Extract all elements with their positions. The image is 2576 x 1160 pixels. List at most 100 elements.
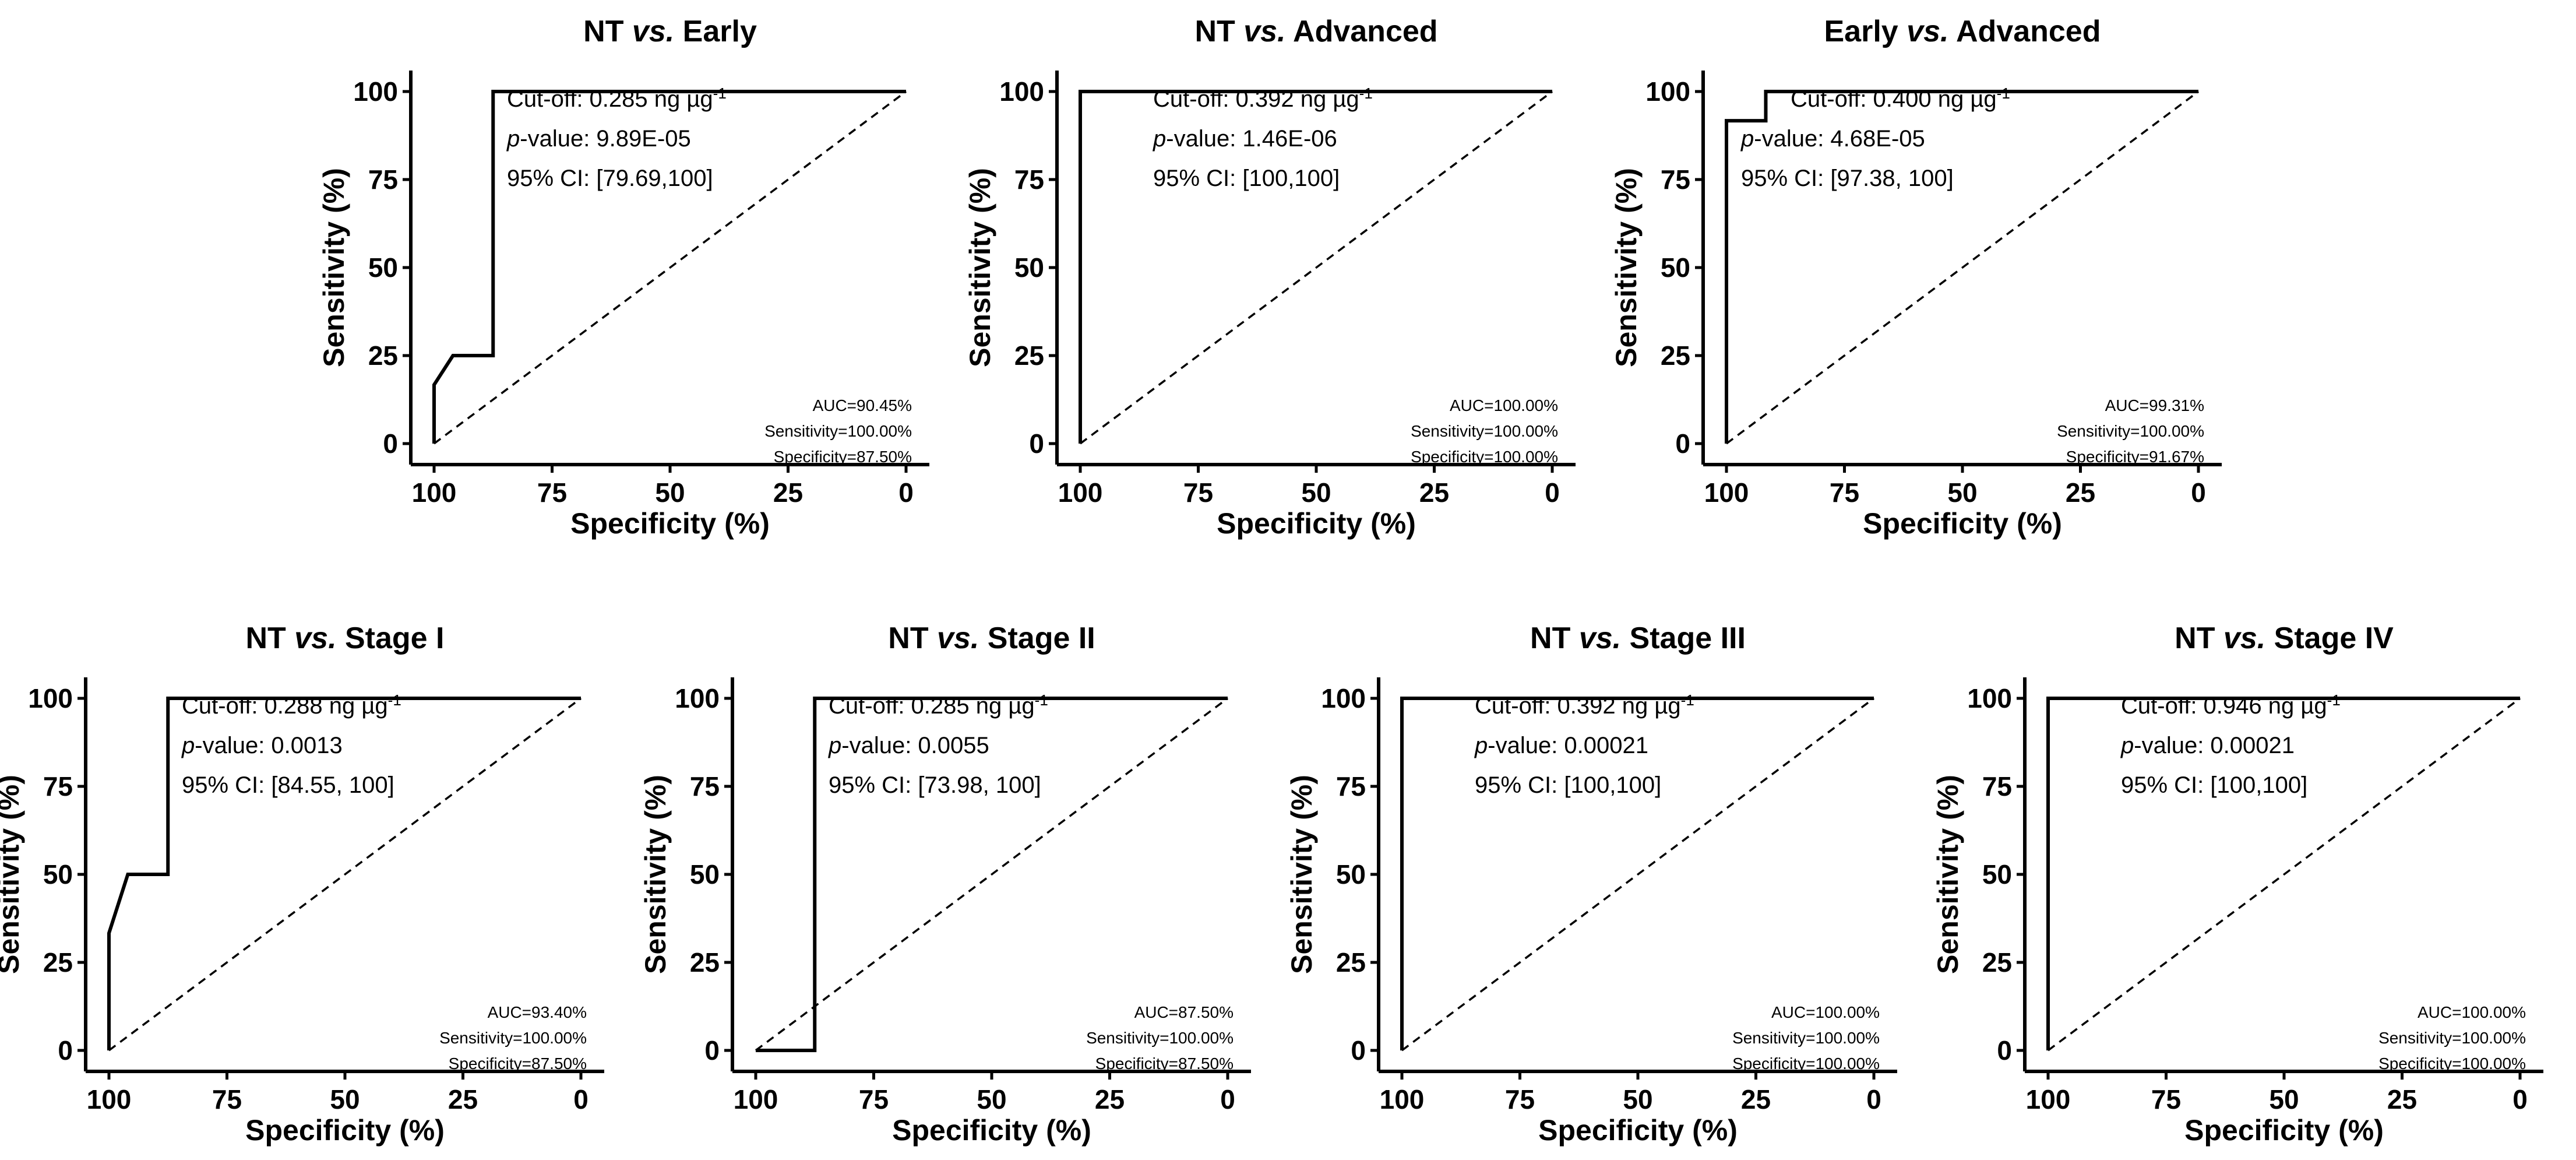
panel-title-part: NT bbox=[2175, 621, 2223, 655]
x-tick-label: 75 bbox=[1505, 1084, 1535, 1115]
roc-panel-7: NT vs. Stage IV 0 25 50 75 100 100 75 50 25 0 Speci… bbox=[1932, 621, 2543, 1147]
x-tick-label: 0 bbox=[1220, 1084, 1235, 1115]
y-axis-label: Sensitivity (%) bbox=[964, 168, 996, 367]
x-tick-label: 50 bbox=[330, 1084, 360, 1115]
cutoff-annotation: Cut-off: 0.392 ng µg-1 bbox=[1153, 85, 1373, 112]
stat-line: Specificity=87.50% bbox=[774, 448, 912, 466]
y-tick-label: 75 bbox=[1336, 771, 1366, 802]
x-tick-label: 0 bbox=[573, 1084, 589, 1115]
panel-title-vs: vs. bbox=[294, 621, 336, 655]
p-value-annotation: p-value: 0.0055 bbox=[828, 733, 989, 758]
panel-title-part: Early bbox=[674, 15, 757, 48]
reference-diagonal bbox=[108, 697, 582, 1052]
y-tick-label: 0 bbox=[1675, 428, 1690, 459]
x-tick-label: 25 bbox=[2066, 477, 2095, 508]
stat-line: Sensitivity=100.00% bbox=[439, 1029, 587, 1047]
cutoff-exponent: -1 bbox=[1681, 691, 1694, 709]
y-tick-label: 50 bbox=[690, 859, 720, 890]
cutoff-label: Cut-off: bbox=[2121, 693, 2204, 719]
x-tick-label: 0 bbox=[898, 477, 914, 508]
cutoff-exponent: -1 bbox=[388, 691, 401, 709]
cutoff-value: 0.400 ng µg bbox=[1873, 86, 1997, 112]
y-tick-label: 25 bbox=[43, 947, 73, 978]
cutoff-annotation: Cut-off: 0.288 ng µg-1 bbox=[182, 691, 401, 719]
stat-line: Sensitivity=100.00% bbox=[1732, 1029, 1880, 1047]
y-tick-label: 25 bbox=[690, 947, 720, 978]
x-tick-label: 50 bbox=[1301, 477, 1331, 508]
cutoff-exponent: -1 bbox=[1359, 85, 1373, 102]
panel-title-part: NT bbox=[1530, 621, 1579, 655]
panel-title-vs: vs. bbox=[2223, 621, 2265, 655]
x-tick-label: 100 bbox=[87, 1084, 132, 1115]
p-value: -value: 0.0013 bbox=[195, 733, 343, 758]
panel-title-part: Advanced bbox=[1286, 15, 1438, 48]
stat-line: Sensitivity=100.00% bbox=[1411, 422, 1558, 440]
cutoff-annotation: Cut-off: 0.392 ng µg-1 bbox=[1475, 691, 1694, 719]
cutoff-exponent: -1 bbox=[713, 85, 727, 102]
x-tick-label: 100 bbox=[2026, 1084, 2071, 1115]
x-tick-label: 50 bbox=[977, 1084, 1006, 1115]
roc-curve bbox=[2046, 697, 2520, 1050]
cutoff-annotation: Cut-off: 0.946 ng µg-1 bbox=[2121, 691, 2341, 719]
p-value-annotation: p-value: 0.00021 bbox=[2120, 733, 2295, 758]
y-tick-label: 25 bbox=[368, 340, 398, 371]
x-tick-label: 0 bbox=[2512, 1084, 2528, 1115]
y-tick-label: 75 bbox=[1982, 771, 2012, 802]
ci-annotation: 95% CI: [73.98, 100] bbox=[829, 772, 1041, 798]
y-tick-label: 50 bbox=[1661, 252, 1690, 283]
y-tick-label: 0 bbox=[704, 1035, 720, 1066]
roc-curve bbox=[1079, 90, 1552, 444]
panel-title-part: Early bbox=[1824, 15, 1907, 48]
y-tick-label: 100 bbox=[28, 683, 73, 713]
y-tick-label: 50 bbox=[1982, 859, 2012, 890]
x-axis-label: Specificity (%) bbox=[1863, 507, 2062, 540]
x-tick-label: 25 bbox=[1419, 477, 1449, 508]
stat-line: AUC=100.00% bbox=[1450, 396, 1558, 414]
x-tick-label: 50 bbox=[2269, 1084, 2299, 1115]
x-axis-label: Specificity (%) bbox=[245, 1114, 445, 1147]
stat-line: AUC=87.50% bbox=[1134, 1003, 1234, 1021]
ci-annotation: 95% CI: [84.55, 100] bbox=[182, 772, 394, 798]
cutoff-value: 0.285 ng µg bbox=[911, 693, 1035, 719]
y-tick-label: 0 bbox=[383, 428, 398, 459]
cutoff-label: Cut-off: bbox=[507, 86, 590, 112]
x-tick-label: 100 bbox=[1380, 1084, 1425, 1115]
y-axis-label: Sensitivity (%) bbox=[1932, 775, 1964, 974]
cutoff-exponent: -1 bbox=[2327, 691, 2341, 709]
x-tick-label: 50 bbox=[1623, 1084, 1652, 1115]
x-tick-label: 50 bbox=[655, 477, 685, 508]
panel-title-vs: vs. bbox=[1907, 15, 1948, 48]
x-tick-label: 25 bbox=[2387, 1084, 2417, 1115]
y-axis-label: Sensitivity (%) bbox=[1610, 168, 1643, 367]
roc-panel-5: NT vs. Stage II 0 25 50 75 100 100 75 50 25 0 Speci… bbox=[639, 621, 1251, 1147]
stat-line: AUC=100.00% bbox=[2418, 1003, 2526, 1021]
y-tick-label: 100 bbox=[1645, 76, 1690, 107]
panel-title: Early vs. Advanced bbox=[1824, 15, 2101, 48]
roc-curve bbox=[432, 90, 906, 444]
panel-title-part: Stage IV bbox=[2265, 621, 2394, 655]
cutoff-exponent: -1 bbox=[1997, 85, 2010, 102]
panel-title-part: Advanced bbox=[1948, 15, 2101, 48]
roc-panel-3: Early vs. Advanced 0 25 50 75 100 100 75 50 25 0 Sp… bbox=[1610, 15, 2222, 540]
roc-curve bbox=[107, 697, 581, 1050]
roc-curve bbox=[1725, 90, 2198, 444]
y-tick-label: 0 bbox=[1997, 1035, 2012, 1066]
x-tick-label: 25 bbox=[773, 477, 803, 508]
roc-panel-6: NT vs. Stage III 0 25 50 75 100 100 75 50 25 0 Spec… bbox=[1285, 621, 1897, 1147]
p-label: p bbox=[506, 126, 520, 152]
x-tick-label: 25 bbox=[448, 1084, 478, 1115]
x-tick-label: 75 bbox=[2151, 1084, 2181, 1115]
reference-diagonal bbox=[1401, 697, 1875, 1052]
p-value: -value: 9.89E-05 bbox=[520, 126, 691, 152]
panel-title: NT vs. Early bbox=[583, 15, 757, 48]
x-tick-label: 0 bbox=[1545, 477, 1560, 508]
roc-curve bbox=[756, 697, 1228, 1052]
y-axis-label: Sensitivity (%) bbox=[0, 775, 25, 974]
x-tick-label: 75 bbox=[1830, 477, 1859, 508]
stat-line: Specificity=100.00% bbox=[2378, 1054, 2526, 1073]
panel-title: NT vs. Advanced bbox=[1194, 15, 1437, 48]
ci-annotation: 95% CI: [100,100] bbox=[2121, 772, 2307, 798]
y-tick-label: 75 bbox=[43, 771, 73, 802]
x-tick-label: 50 bbox=[1947, 477, 1977, 508]
